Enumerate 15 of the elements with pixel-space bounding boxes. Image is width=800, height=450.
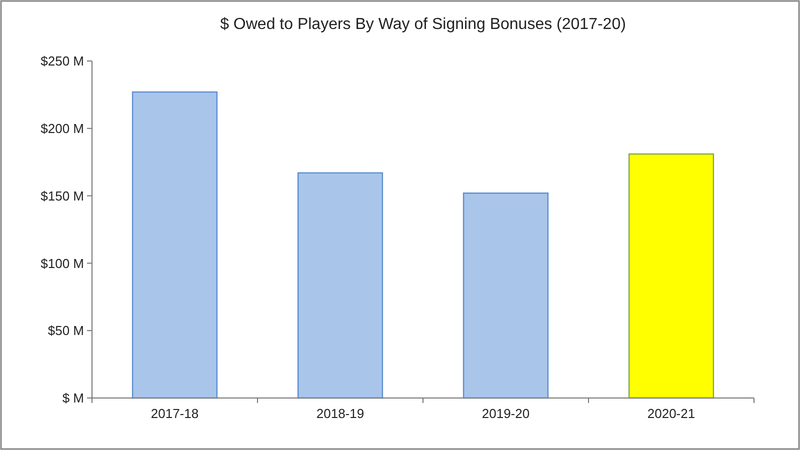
bar	[132, 91, 218, 399]
y-tick-label: $250 M	[40, 54, 84, 69]
x-tick-label: 2019-20	[482, 406, 530, 421]
x-tick-label: 2020-21	[647, 406, 696, 421]
bar	[628, 153, 714, 399]
bar	[297, 172, 384, 399]
y-tick-label: $200 M	[40, 120, 84, 136]
chart-title: $ Owed to Players By Way of Signing Bonuses (2017-20)	[220, 16, 626, 33]
y-tick-label: $ M	[62, 390, 84, 406]
y-tick-label: $150 M	[40, 188, 84, 204]
bar	[462, 192, 549, 399]
y-tick-label: $100 M	[40, 256, 84, 271]
x-tick-label: 2018-19	[316, 406, 364, 421]
y-tick-label: $50 M	[48, 323, 84, 338]
x-tick-label: 2017-18	[150, 406, 199, 421]
